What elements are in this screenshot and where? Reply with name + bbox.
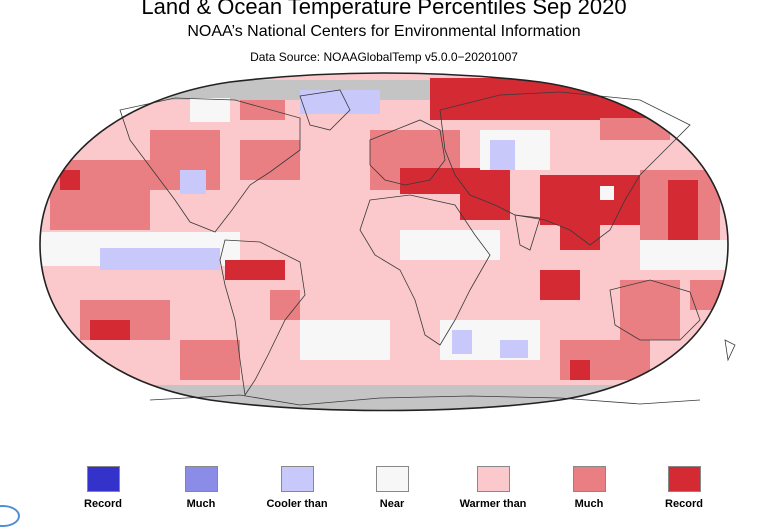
near-region bbox=[640, 240, 728, 270]
much-warmer-region bbox=[600, 118, 670, 140]
legend-label: Near bbox=[379, 498, 405, 510]
legend-item: Warmer than bbox=[448, 466, 538, 511]
cooler-region bbox=[452, 330, 472, 354]
much-warmer-region bbox=[270, 290, 300, 320]
map-title: Land & Ocean Temperature Percentiles Sep… bbox=[141, 0, 627, 19]
record-warm-region bbox=[560, 220, 600, 250]
much-warmer-region bbox=[240, 140, 300, 180]
record-warm-region bbox=[90, 320, 130, 340]
globe-outline bbox=[39, 72, 729, 412]
much-warmer-region bbox=[690, 280, 728, 310]
near-region bbox=[300, 320, 390, 360]
cooler-region bbox=[500, 340, 528, 358]
record-warm-region bbox=[570, 360, 590, 380]
legend-swatch bbox=[667, 466, 701, 492]
legend-swatch bbox=[86, 466, 120, 492]
legend-label: Much bbox=[186, 498, 216, 510]
much-warmer-region bbox=[620, 280, 680, 340]
legend: Record Much Cooler than Near Warmer than Much… bbox=[0, 466, 768, 512]
record-warm-region bbox=[540, 175, 640, 225]
legend-swatch bbox=[280, 466, 314, 492]
record-warm-region bbox=[60, 170, 80, 190]
legend-label: Record bbox=[665, 498, 703, 510]
legend-item: Near bbox=[347, 466, 437, 511]
cooler-region bbox=[180, 170, 206, 194]
near-region bbox=[400, 230, 500, 260]
much-warmer-region bbox=[180, 340, 240, 380]
cooler-region bbox=[300, 90, 380, 114]
data-source-label: Data Source: NOAAGlobalTemp v5.0.0−20201… bbox=[250, 50, 518, 64]
continent-outlines bbox=[119, 89, 736, 406]
cooler-region bbox=[490, 140, 515, 170]
map-subtitle: NOAA’s National Centers for Environmenta… bbox=[187, 23, 581, 40]
legend-label: Cooler than bbox=[266, 498, 328, 510]
record-warm-region bbox=[668, 180, 698, 250]
record-warm-region bbox=[460, 190, 510, 220]
legend-label: Much bbox=[574, 498, 604, 510]
world-temperature-map bbox=[39, 72, 736, 412]
legend-label: Record bbox=[84, 498, 122, 510]
legend-item: Much bbox=[156, 466, 246, 511]
legend-item: Record bbox=[639, 466, 729, 511]
no-data-region bbox=[40, 385, 728, 411]
legend-label: Warmer than bbox=[459, 498, 527, 510]
record-warm-region bbox=[540, 270, 580, 300]
near-region bbox=[190, 98, 230, 122]
legend-swatch bbox=[476, 466, 510, 492]
legend-swatch bbox=[184, 466, 218, 492]
legend-item: Record bbox=[58, 466, 148, 511]
legend-item: Cooler than bbox=[252, 466, 342, 511]
near-region bbox=[600, 186, 614, 200]
cooler-region bbox=[100, 248, 220, 270]
legend-swatch bbox=[572, 466, 606, 492]
legend-item: Much bbox=[544, 466, 634, 511]
record-warm-region bbox=[400, 168, 510, 194]
record-warm-region bbox=[225, 260, 285, 280]
legend-swatch bbox=[375, 466, 409, 492]
much-warmer-region bbox=[240, 100, 285, 120]
temperature-grid bbox=[40, 73, 728, 411]
